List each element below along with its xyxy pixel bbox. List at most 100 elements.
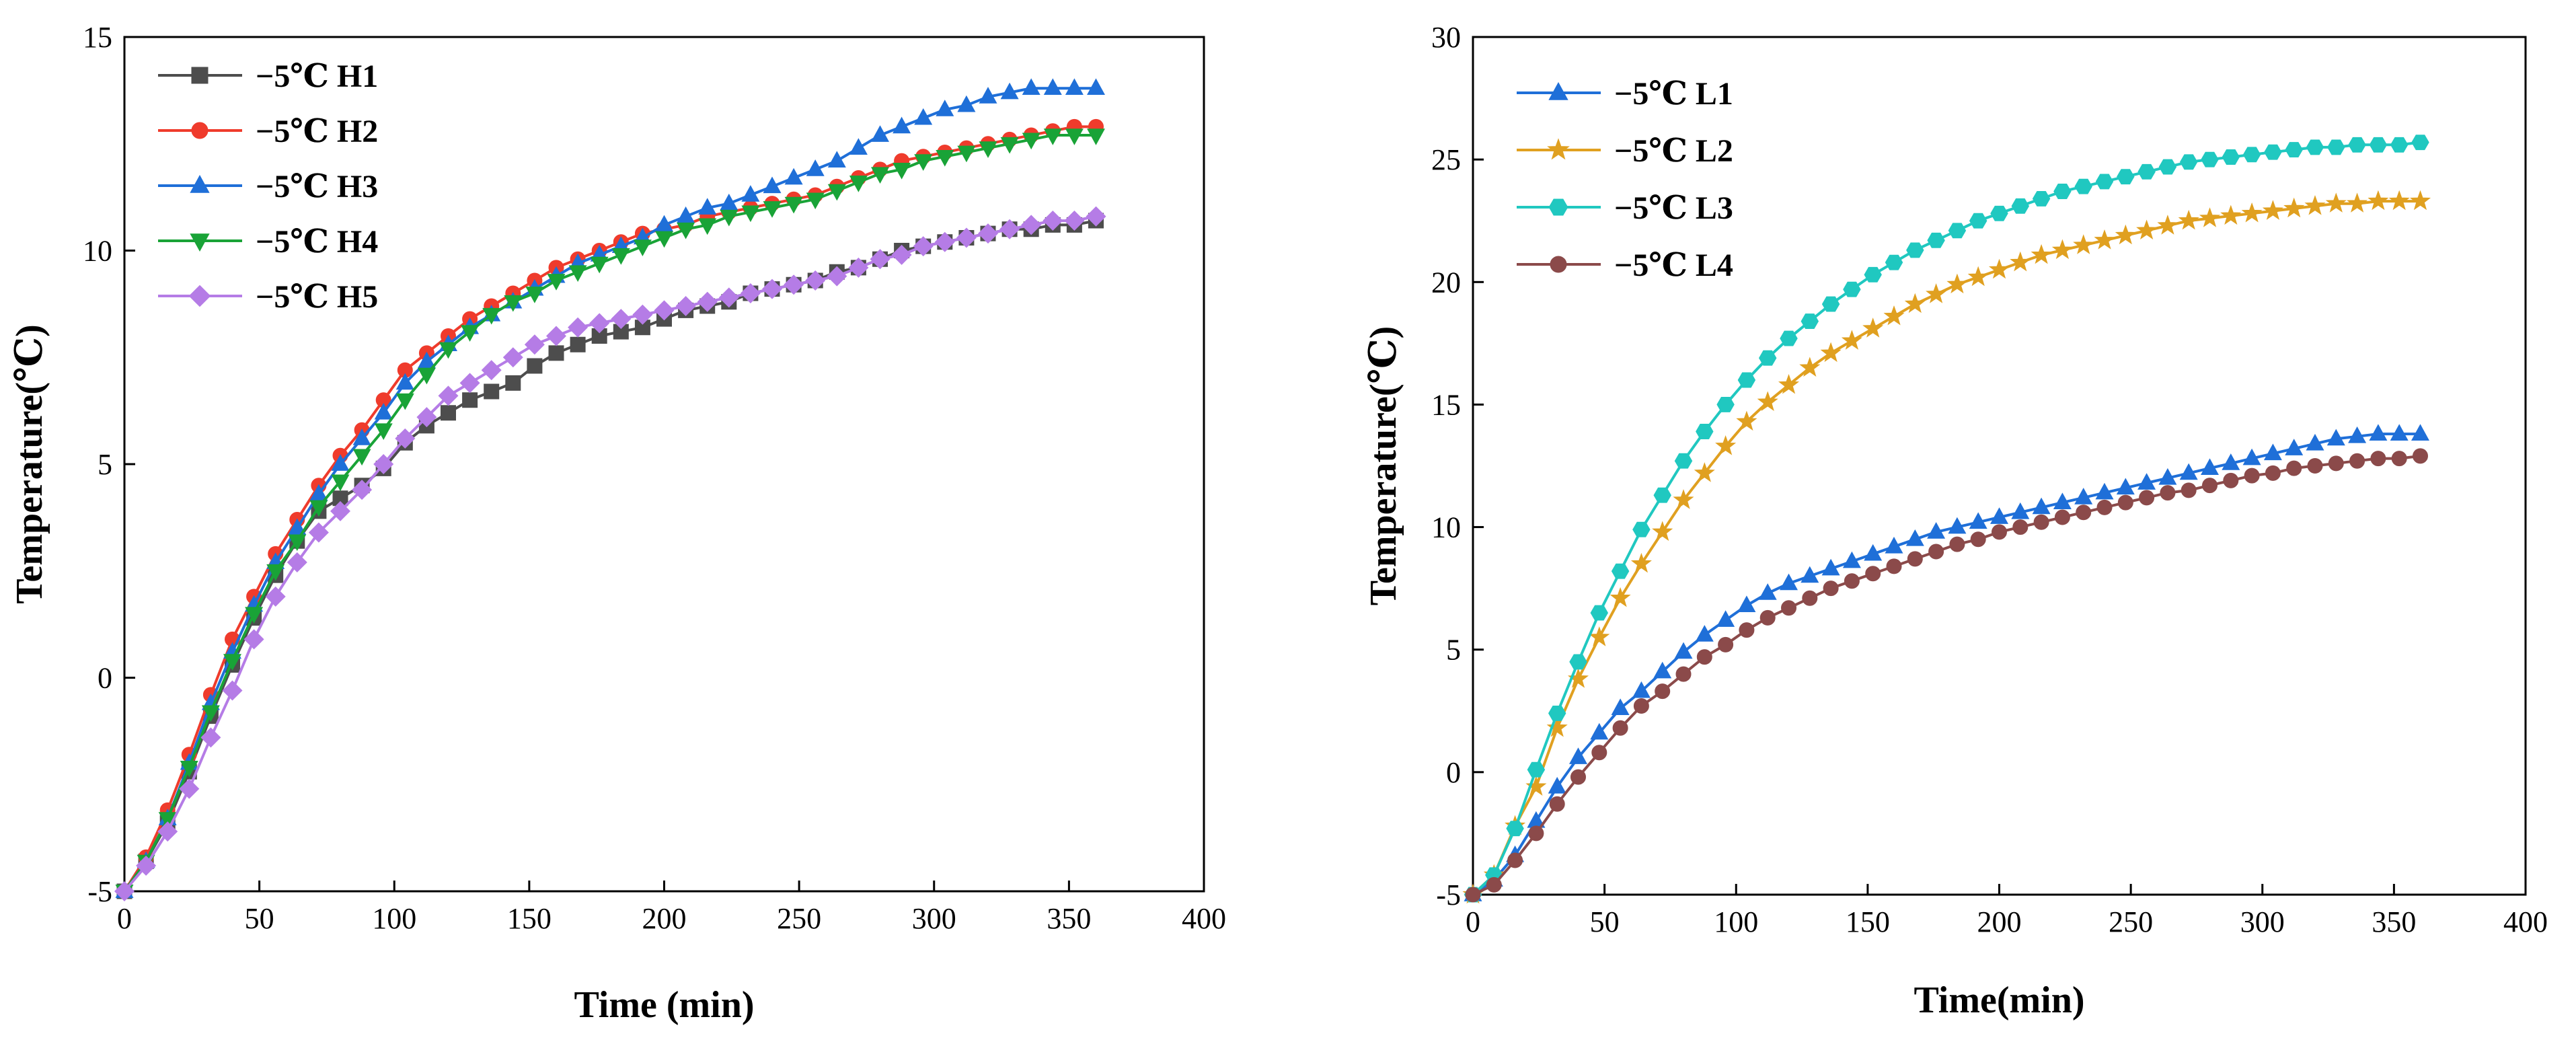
y-tick-label: 25 [1431, 143, 1461, 176]
data-point [677, 222, 695, 239]
data-point [1885, 536, 1903, 554]
data-point [1864, 544, 1883, 561]
y-tick-label: 30 [1431, 21, 1461, 54]
data-point [1465, 887, 1481, 903]
data-point [2327, 139, 2345, 155]
data-point [1969, 213, 1987, 229]
data-point [1546, 716, 1568, 737]
y-tick-label: 5 [98, 448, 112, 481]
data-point [2306, 433, 2324, 451]
data-point [395, 428, 416, 449]
data-point [849, 176, 868, 192]
data-point [2179, 154, 2198, 170]
data-point [1549, 796, 1565, 812]
x-tick-label: 350 [2372, 905, 2416, 938]
series-4 [1465, 448, 2429, 903]
data-point [2347, 192, 2368, 213]
data-point [1673, 489, 1694, 509]
data-point [548, 345, 564, 361]
data-point [1865, 566, 1881, 582]
data-point [1821, 558, 1840, 576]
data-point [1821, 296, 1840, 312]
data-point [1926, 283, 1947, 303]
data-point [1802, 590, 1818, 606]
data-point [2074, 178, 2092, 194]
data-point [1799, 357, 1821, 377]
data-point [2032, 190, 2051, 207]
data-point [2076, 505, 2092, 521]
data-point [1991, 524, 2008, 540]
legend-label: −5℃ H2 [256, 114, 378, 149]
data-point [1988, 258, 2010, 279]
x-tick-label: 400 [2503, 905, 2548, 938]
x-tick-label: 50 [1590, 905, 1620, 938]
data-point [2326, 428, 2345, 446]
legend-marker [188, 285, 211, 307]
data-point [718, 287, 739, 308]
data-point [570, 336, 586, 352]
data-point [2262, 200, 2283, 220]
data-point [2032, 497, 2051, 515]
data-point [1087, 78, 1105, 96]
series-3 [1464, 135, 2429, 903]
data-point [1948, 517, 1967, 534]
legend-label: −5℃ L2 [1614, 133, 1733, 169]
data-point [2012, 519, 2029, 535]
data-point [2369, 137, 2388, 153]
data-point [1718, 637, 1734, 652]
x-tick-label: 100 [1714, 905, 1758, 938]
data-point [439, 342, 457, 359]
data-point [2263, 443, 2282, 461]
data-point [2074, 488, 2093, 505]
data-point [1590, 605, 1609, 621]
data-point [524, 334, 545, 355]
data-point [2181, 482, 2197, 498]
data-point [395, 373, 414, 390]
x-tick-label: 250 [777, 902, 821, 935]
legend-marker [1547, 138, 1570, 160]
data-point [2115, 224, 2136, 245]
data-point [308, 522, 329, 543]
legend-entry: −5℃ H5 [158, 279, 378, 315]
data-point [763, 201, 782, 218]
data-point [1696, 649, 1712, 665]
data-point [1758, 350, 1777, 366]
data-point [481, 360, 502, 381]
data-point [2411, 424, 2429, 441]
x-tick-label: 350 [1047, 902, 1091, 935]
data-point [2222, 453, 2240, 470]
data-point [914, 108, 933, 125]
data-point [1043, 128, 1062, 145]
data-point [870, 249, 891, 270]
data-point [222, 680, 243, 701]
data-point [654, 300, 675, 321]
data-point [1716, 396, 1735, 412]
legend-entry: −5℃ H1 [158, 59, 378, 94]
data-point [2412, 448, 2429, 464]
legend-marker [1550, 256, 1567, 273]
legend-entry: −5℃ L4 [1517, 248, 1733, 283]
data-point [979, 87, 997, 104]
data-point [1927, 522, 1946, 539]
data-point [482, 307, 501, 325]
data-point [1907, 551, 1923, 567]
data-point [502, 347, 523, 368]
data-point [1967, 266, 1989, 287]
legend-marker [191, 67, 209, 84]
data-point [265, 586, 286, 607]
data-point [633, 239, 652, 256]
legend-entry: −5℃ H4 [158, 224, 378, 260]
data-point [1590, 722, 1609, 740]
data-point [2201, 458, 2219, 475]
data-point [2054, 509, 2070, 525]
y-tick-label: -5 [87, 875, 112, 908]
data-point [309, 500, 328, 517]
data-point [1946, 273, 1968, 294]
data-point [1694, 462, 1715, 482]
data-point [1675, 666, 1692, 682]
data-point [1065, 128, 1084, 145]
data-point [763, 176, 782, 194]
data-point [1065, 78, 1084, 96]
data-point [1632, 681, 1651, 698]
data-point [827, 266, 847, 287]
